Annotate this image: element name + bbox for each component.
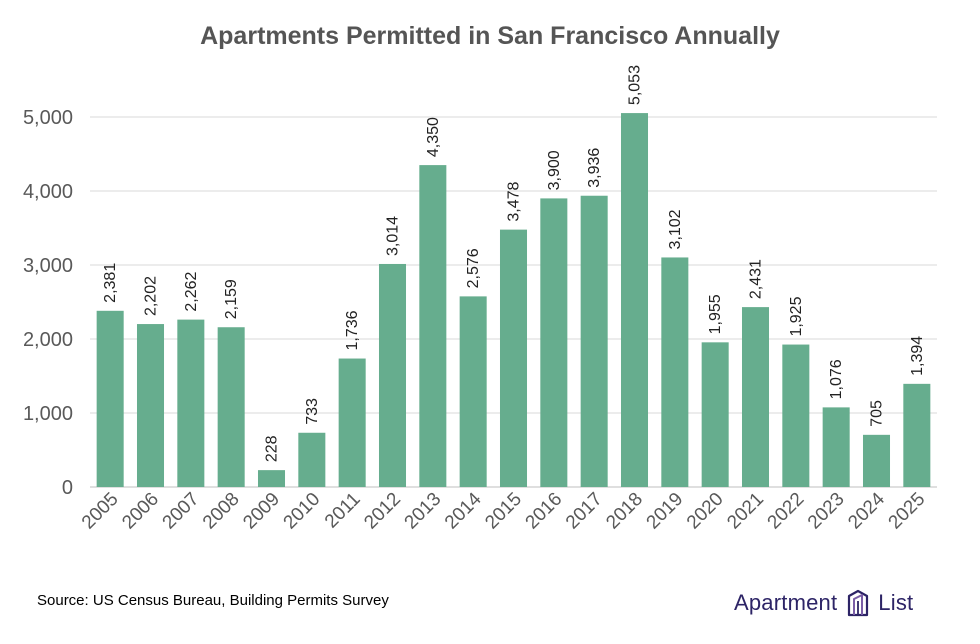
bar: [136, 324, 165, 487]
bar: [338, 358, 366, 487]
data-label: 1,955: [707, 294, 724, 334]
data-label: 2,381: [102, 263, 119, 303]
apartment-list-building-icon: [848, 589, 869, 617]
data-label: 3,478: [506, 181, 523, 221]
x-tick-label: 2016: [522, 489, 567, 534]
data-label: 2,202: [143, 276, 160, 316]
y-tick-label: 1,000: [23, 403, 73, 425]
bar: [701, 342, 729, 487]
data-labels: 2,381 2,202 2,262 2,159 228 733 1,736 3,014 4,35…: [102, 65, 926, 462]
x-tick-label: 2014: [441, 488, 486, 533]
bar: [257, 470, 286, 487]
data-label: 1,394: [909, 336, 926, 376]
data-label: 3,014: [385, 216, 402, 256]
brand-logo[interactable]: Apartment List: [734, 586, 913, 620]
bar: [620, 113, 649, 487]
data-label: 5,053: [627, 65, 644, 105]
x-tick-label: 2021: [723, 489, 768, 534]
x-tick-label: 2013: [401, 489, 446, 534]
x-tick-label: 2011: [321, 489, 365, 533]
bar: [96, 310, 124, 487]
data-label: 2,431: [748, 259, 765, 299]
data-label: 4,350: [425, 117, 442, 157]
brand-word-list: List: [878, 590, 914, 615]
x-tick-label: 2019: [643, 489, 688, 534]
x-tick-label: 2012: [360, 489, 405, 534]
data-label: 2,159: [223, 279, 240, 319]
data-label: 228: [264, 435, 281, 462]
x-tick-label: 2006: [118, 489, 163, 534]
data-label: 2,262: [183, 271, 200, 311]
x-tick-label: 2010: [280, 489, 325, 534]
data-label: 1,076: [828, 359, 845, 399]
x-tick-label: 2018: [602, 489, 647, 534]
bar: [741, 307, 770, 487]
x-tick-label: 2017: [562, 489, 607, 534]
bar: [540, 198, 568, 487]
bar: [298, 432, 326, 487]
bars: [96, 113, 931, 488]
data-label: 705: [869, 400, 886, 427]
bar: [459, 296, 487, 487]
chart-title: Apartments Permitted in San Francisco An…: [200, 22, 780, 50]
y-tick-label: 0: [62, 477, 73, 499]
source-note: Source: US Census Bureau, Building Permi…: [37, 592, 389, 609]
x-tick-label: 2007: [159, 489, 204, 534]
x-tick-label: 2009: [239, 489, 284, 534]
bar: [580, 195, 608, 487]
bar: [903, 383, 931, 487]
bar: [499, 229, 528, 488]
data-label: 1,925: [788, 296, 805, 336]
data-label: 2,576: [465, 248, 482, 288]
bar: [862, 434, 891, 487]
x-tick-label: 2024: [844, 488, 889, 533]
x-tick-label: 2025: [885, 489, 930, 534]
brand-word-apartment: Apartment: [734, 590, 838, 615]
data-label: 3,900: [546, 150, 563, 190]
bar: [419, 165, 447, 487]
x-tick-label: 2015: [481, 489, 526, 534]
y-tick-label: 5,000: [23, 107, 73, 129]
x-tick-label: 2023: [804, 489, 849, 534]
x-tick-label: 2020: [683, 489, 728, 534]
y-tick-label: 4,000: [23, 181, 73, 203]
y-tick-label: 3,000: [23, 255, 73, 277]
bar: [378, 263, 407, 487]
x-tick-label: 2005: [78, 489, 123, 534]
bar: [661, 257, 689, 487]
bar: [217, 327, 245, 487]
bar: [782, 344, 810, 487]
x-tick-label: 2008: [199, 489, 244, 534]
data-label: 1,736: [344, 310, 361, 350]
data-label: 733: [304, 398, 321, 425]
bar: [822, 407, 850, 487]
bar: [177, 319, 205, 487]
y-axis: 0 1,000 2,000 3,000 4,000 5,000: [23, 107, 73, 499]
data-label: 3,102: [667, 209, 684, 249]
x-axis: 2005200620072008200920102011201220132014…: [78, 488, 929, 533]
y-tick-label: 2,000: [23, 329, 73, 351]
x-tick-label: 2022: [764, 489, 809, 534]
data-label: 3,936: [586, 148, 603, 188]
